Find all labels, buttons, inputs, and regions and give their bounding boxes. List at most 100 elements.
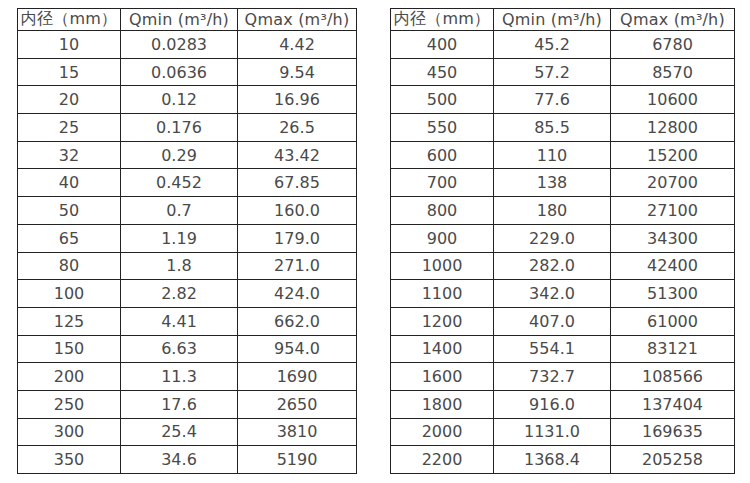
header-cell: Qmin (m³/h) xyxy=(121,9,238,31)
cell: 2000 xyxy=(391,418,494,446)
table-row: 70013820700 xyxy=(391,169,735,197)
cell: 0.176 xyxy=(121,114,238,142)
flow-table-large-diameters: 内径（mm）Qmin (m³/h)Qmax (m³/h)40045.267804… xyxy=(390,8,735,474)
cell: 229.0 xyxy=(494,224,611,252)
cell: 200 xyxy=(18,363,121,391)
table-row: 500.7160.0 xyxy=(18,197,357,225)
cell: 5190 xyxy=(238,446,357,474)
cell: 1200 xyxy=(391,307,494,335)
table-row: 150.06369.54 xyxy=(18,58,357,86)
cell: 954.0 xyxy=(238,335,357,363)
cell: 67.85 xyxy=(238,169,357,197)
table-row: 1254.41662.0 xyxy=(18,307,357,335)
cell: 732.7 xyxy=(494,363,611,391)
cell: 100 xyxy=(18,280,121,308)
table-row: 55085.512800 xyxy=(391,114,735,142)
cell: 27100 xyxy=(611,197,735,225)
cell: 0.29 xyxy=(121,141,238,169)
cell: 282.0 xyxy=(494,252,611,280)
cell: 179.0 xyxy=(238,224,357,252)
cell: 20700 xyxy=(611,169,735,197)
table-row: 50077.610600 xyxy=(391,86,735,114)
cell: 6780 xyxy=(611,31,735,59)
table-row: 40045.26780 xyxy=(391,31,735,59)
cell: 20 xyxy=(18,86,121,114)
header-cell: Qmax (m³/h) xyxy=(611,9,735,31)
cell: 1.8 xyxy=(121,252,238,280)
cell: 16.96 xyxy=(238,86,357,114)
cell: 10600 xyxy=(611,86,735,114)
table-row: 1002.82424.0 xyxy=(18,280,357,308)
table-row: 22001368.4205258 xyxy=(391,446,735,474)
cell: 4.41 xyxy=(121,307,238,335)
cell: 32 xyxy=(18,141,121,169)
table-row: 1800916.0137404 xyxy=(391,390,735,418)
cell: 137404 xyxy=(611,390,735,418)
cell: 0.12 xyxy=(121,86,238,114)
cell: 85.5 xyxy=(494,114,611,142)
cell: 554.1 xyxy=(494,335,611,363)
cell: 700 xyxy=(391,169,494,197)
cell: 17.6 xyxy=(121,390,238,418)
cell: 900 xyxy=(391,224,494,252)
cell: 40 xyxy=(18,169,121,197)
cell: 42400 xyxy=(611,252,735,280)
cell: 10 xyxy=(18,31,121,59)
cell: 1.19 xyxy=(121,224,238,252)
cell: 15200 xyxy=(611,141,735,169)
cell: 1368.4 xyxy=(494,446,611,474)
cell: 160.0 xyxy=(238,197,357,225)
cell: 400 xyxy=(391,31,494,59)
cell: 800 xyxy=(391,197,494,225)
cell: 110 xyxy=(494,141,611,169)
cell: 51300 xyxy=(611,280,735,308)
table-row: 1600732.7108566 xyxy=(391,363,735,391)
table-row: 400.45267.85 xyxy=(18,169,357,197)
table-row: 651.19179.0 xyxy=(18,224,357,252)
cell: 108566 xyxy=(611,363,735,391)
header-cell: Qmin (m³/h) xyxy=(494,9,611,31)
cell: 45.2 xyxy=(494,31,611,59)
table-row: 1506.63954.0 xyxy=(18,335,357,363)
table-row: 1100342.051300 xyxy=(391,280,735,308)
table-row: 320.2943.42 xyxy=(18,141,357,169)
cell: 34300 xyxy=(611,224,735,252)
table-row: 20011.31690 xyxy=(18,363,357,391)
table-row: 45057.28570 xyxy=(391,58,735,86)
cell: 11.3 xyxy=(121,363,238,391)
cell: 50 xyxy=(18,197,121,225)
cell: 150 xyxy=(18,335,121,363)
cell: 350 xyxy=(18,446,121,474)
cell: 407.0 xyxy=(494,307,611,335)
cell: 1000 xyxy=(391,252,494,280)
table-row: 801.8271.0 xyxy=(18,252,357,280)
cell: 662.0 xyxy=(238,307,357,335)
cell: 180 xyxy=(494,197,611,225)
cell: 25 xyxy=(18,114,121,142)
cell: 169635 xyxy=(611,418,735,446)
cell: 271.0 xyxy=(238,252,357,280)
table-row: 900229.034300 xyxy=(391,224,735,252)
cell: 550 xyxy=(391,114,494,142)
cell: 1800 xyxy=(391,390,494,418)
cell: 1400 xyxy=(391,335,494,363)
cell: 1100 xyxy=(391,280,494,308)
table-row: 30025.43810 xyxy=(18,418,357,446)
cell: 138 xyxy=(494,169,611,197)
cell: 205258 xyxy=(611,446,735,474)
header-cell: 内径（mm） xyxy=(18,9,121,31)
cell: 0.452 xyxy=(121,169,238,197)
table-row: 80018027100 xyxy=(391,197,735,225)
cell: 600 xyxy=(391,141,494,169)
table-row: 60011015200 xyxy=(391,141,735,169)
cell: 1600 xyxy=(391,363,494,391)
cell: 342.0 xyxy=(494,280,611,308)
cell: 125 xyxy=(18,307,121,335)
table-row: 100.02834.42 xyxy=(18,31,357,59)
cell: 57.2 xyxy=(494,58,611,86)
cell: 916.0 xyxy=(494,390,611,418)
cell: 0.7 xyxy=(121,197,238,225)
cell: 26.5 xyxy=(238,114,357,142)
table-row: 1000282.042400 xyxy=(391,252,735,280)
cell: 2.82 xyxy=(121,280,238,308)
